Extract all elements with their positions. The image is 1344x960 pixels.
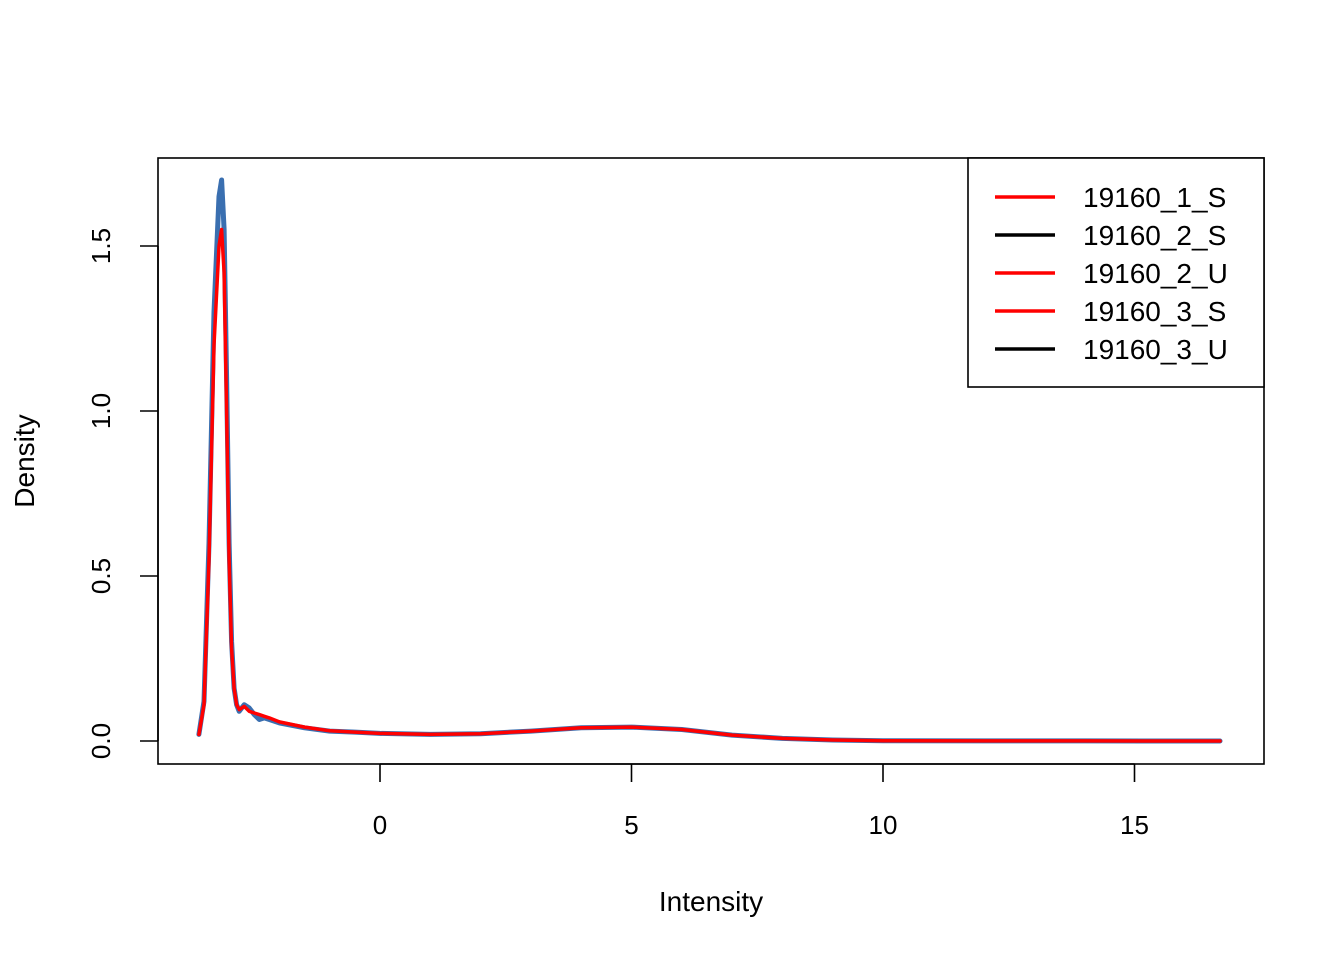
x-tick-label: 5 [624, 810, 638, 840]
y-tick-label: 1.0 [86, 393, 116, 429]
legend: 19160_1_S 19160_2_S 19160_2_U 19160_3_S 1916… [967, 157, 1265, 388]
y-tick-label: 0.0 [86, 723, 116, 759]
series-line [197, 227, 1222, 743]
legend-label: 19160_2_S [1083, 220, 1226, 251]
legend-label: 19160_3_S [1083, 296, 1226, 327]
legend-label: 19160_1_S [1083, 182, 1226, 213]
x-tick-label: 15 [1120, 810, 1149, 840]
legend-label: 19160_2_U [1083, 258, 1228, 289]
x-tick-label: 10 [869, 810, 898, 840]
x-tick-label: 0 [373, 810, 387, 840]
y-tick-label: 1.5 [86, 228, 116, 264]
x-axis-title: Intensity [659, 886, 763, 917]
y-tick-label: 0.5 [86, 558, 116, 594]
y-axis: 0.0 0.5 1.0 1.5 [86, 228, 159, 759]
series-layer [196, 177, 1223, 744]
legend-label: 19160_3_U [1083, 334, 1228, 365]
y-axis-title: Density [9, 414, 40, 507]
x-axis: 0 5 10 15 [373, 763, 1149, 840]
